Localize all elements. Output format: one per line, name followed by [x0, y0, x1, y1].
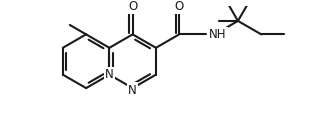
- Text: NH: NH: [209, 28, 227, 41]
- Text: N: N: [128, 83, 137, 96]
- Text: N: N: [105, 68, 114, 81]
- Text: O: O: [175, 0, 184, 13]
- Text: O: O: [128, 0, 137, 13]
